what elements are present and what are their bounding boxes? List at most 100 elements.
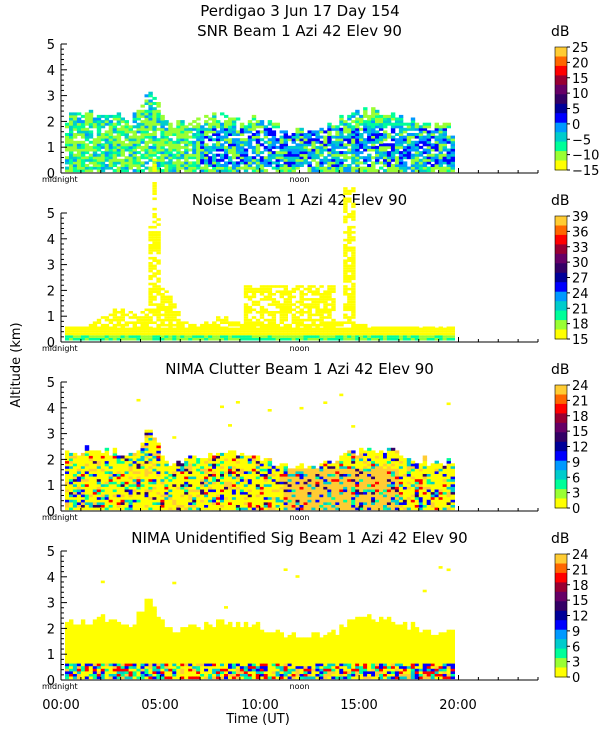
heatmap-cell [172, 491, 177, 495]
heatmap-cell [180, 326, 185, 330]
heatmap-cell [100, 133, 106, 136]
heatmap-cell [184, 169, 189, 173]
heatmap-cell [251, 135, 257, 139]
heatmap-cell [243, 166, 249, 170]
heatmap-cell [426, 330, 432, 333]
heatmap-cell [398, 465, 404, 469]
heatmap-cell [263, 127, 269, 131]
heatmap-cell [319, 143, 324, 147]
heatmap-cell [422, 463, 428, 467]
heatmap-cell [92, 153, 98, 157]
heatmap-cell [92, 452, 98, 456]
heatmap-cell [291, 169, 296, 173]
heatmap-cell [383, 164, 388, 167]
heatmap-cell [112, 337, 118, 341]
heatmap-cell [132, 332, 137, 336]
heatmap-cell [204, 151, 209, 155]
heatmap-cell [371, 486, 376, 490]
heatmap-cell [287, 164, 292, 167]
heatmap-cell [251, 158, 257, 162]
heatmap-cell [335, 143, 340, 147]
heatmap-cell [315, 332, 320, 336]
heatmap-cell [307, 298, 312, 301]
heatmap-cell [224, 483, 229, 487]
heatmap-cell [303, 298, 308, 301]
heatmap-cell [363, 455, 368, 459]
heatmap-cell [156, 483, 161, 487]
heatmap-cell [386, 337, 392, 341]
heatmap-cell [180, 156, 185, 160]
heatmap-cell [303, 151, 308, 155]
heatmap-cell [386, 447, 392, 451]
heatmap-cell [398, 507, 404, 511]
colorbar-tick-label: 5 [572, 103, 580, 118]
heatmap-cell [379, 143, 384, 147]
heatmap-cell [112, 135, 118, 139]
heatmap-cell [204, 130, 209, 134]
heatmap-cell [279, 169, 284, 173]
heatmap-cell [299, 330, 304, 333]
heatmap-cell [184, 158, 189, 162]
heatmap-cell [72, 332, 78, 336]
heatmap-cell [367, 337, 372, 341]
heatmap-cell [92, 465, 98, 469]
heatmap-cell [287, 491, 292, 495]
heatmap-cell [235, 151, 241, 155]
heatmap-cell [152, 473, 157, 477]
heatmap-cell [112, 138, 118, 142]
heatmap-cell [69, 151, 74, 155]
heatmap-cell [259, 337, 265, 341]
heatmap-cell [100, 122, 106, 126]
heatmap-cell [160, 130, 165, 134]
heatmap-cell [196, 127, 201, 131]
heatmap-cell [200, 507, 205, 511]
heatmap-cell [303, 135, 308, 139]
heatmap-cell [224, 122, 229, 126]
heatmap-cell [267, 504, 273, 508]
heatmap-cell [303, 468, 308, 472]
heatmap-cell [247, 332, 253, 336]
heatmap-cell [327, 335, 332, 338]
heatmap-cell [188, 465, 193, 469]
heatmap-cell [426, 153, 432, 157]
heatmap-cell [156, 120, 161, 124]
heatmap-cell [176, 145, 181, 149]
heatmap-cell [148, 274, 153, 278]
heatmap-cell [398, 127, 404, 131]
heatmap-cell [335, 135, 340, 139]
heatmap-cell [343, 238, 348, 242]
heatmap-cell [375, 326, 380, 330]
heatmap-cell [76, 478, 82, 482]
heatmap-cell [279, 496, 284, 500]
heatmap-cell [255, 140, 261, 144]
heatmap-cell [247, 125, 253, 129]
heatmap-cell [176, 502, 181, 505]
heatmap-cell [410, 127, 416, 131]
heatmap-cell [402, 156, 408, 160]
heatmap-cell [239, 452, 245, 456]
heatmap-cell [216, 481, 221, 485]
heatmap-cell [438, 337, 443, 341]
heatmap-cell [422, 465, 428, 469]
heatmap-cell [196, 499, 201, 503]
heatmap-cell [184, 489, 189, 493]
heatmap-cell [184, 153, 189, 157]
heatmap-cell [299, 468, 304, 472]
heatmap-cell [303, 332, 308, 336]
heatmap-cell [367, 499, 372, 503]
heatmap-cell [243, 148, 249, 152]
heatmap-cell [418, 471, 424, 474]
heatmap-cell [442, 332, 447, 336]
heatmap-cell [96, 326, 102, 330]
heatmap-cell [180, 138, 185, 142]
heatmap-cell [152, 120, 157, 124]
heatmap-cell [184, 140, 189, 144]
heatmap-cell [156, 481, 161, 485]
heatmap-cell [343, 215, 348, 219]
heatmap-cell [72, 164, 78, 167]
heatmap-cell [267, 293, 273, 296]
heatmap-cell [291, 330, 296, 333]
heatmap-cell [156, 246, 161, 250]
heatmap-cell [414, 471, 420, 474]
heatmap-cell [152, 335, 157, 338]
